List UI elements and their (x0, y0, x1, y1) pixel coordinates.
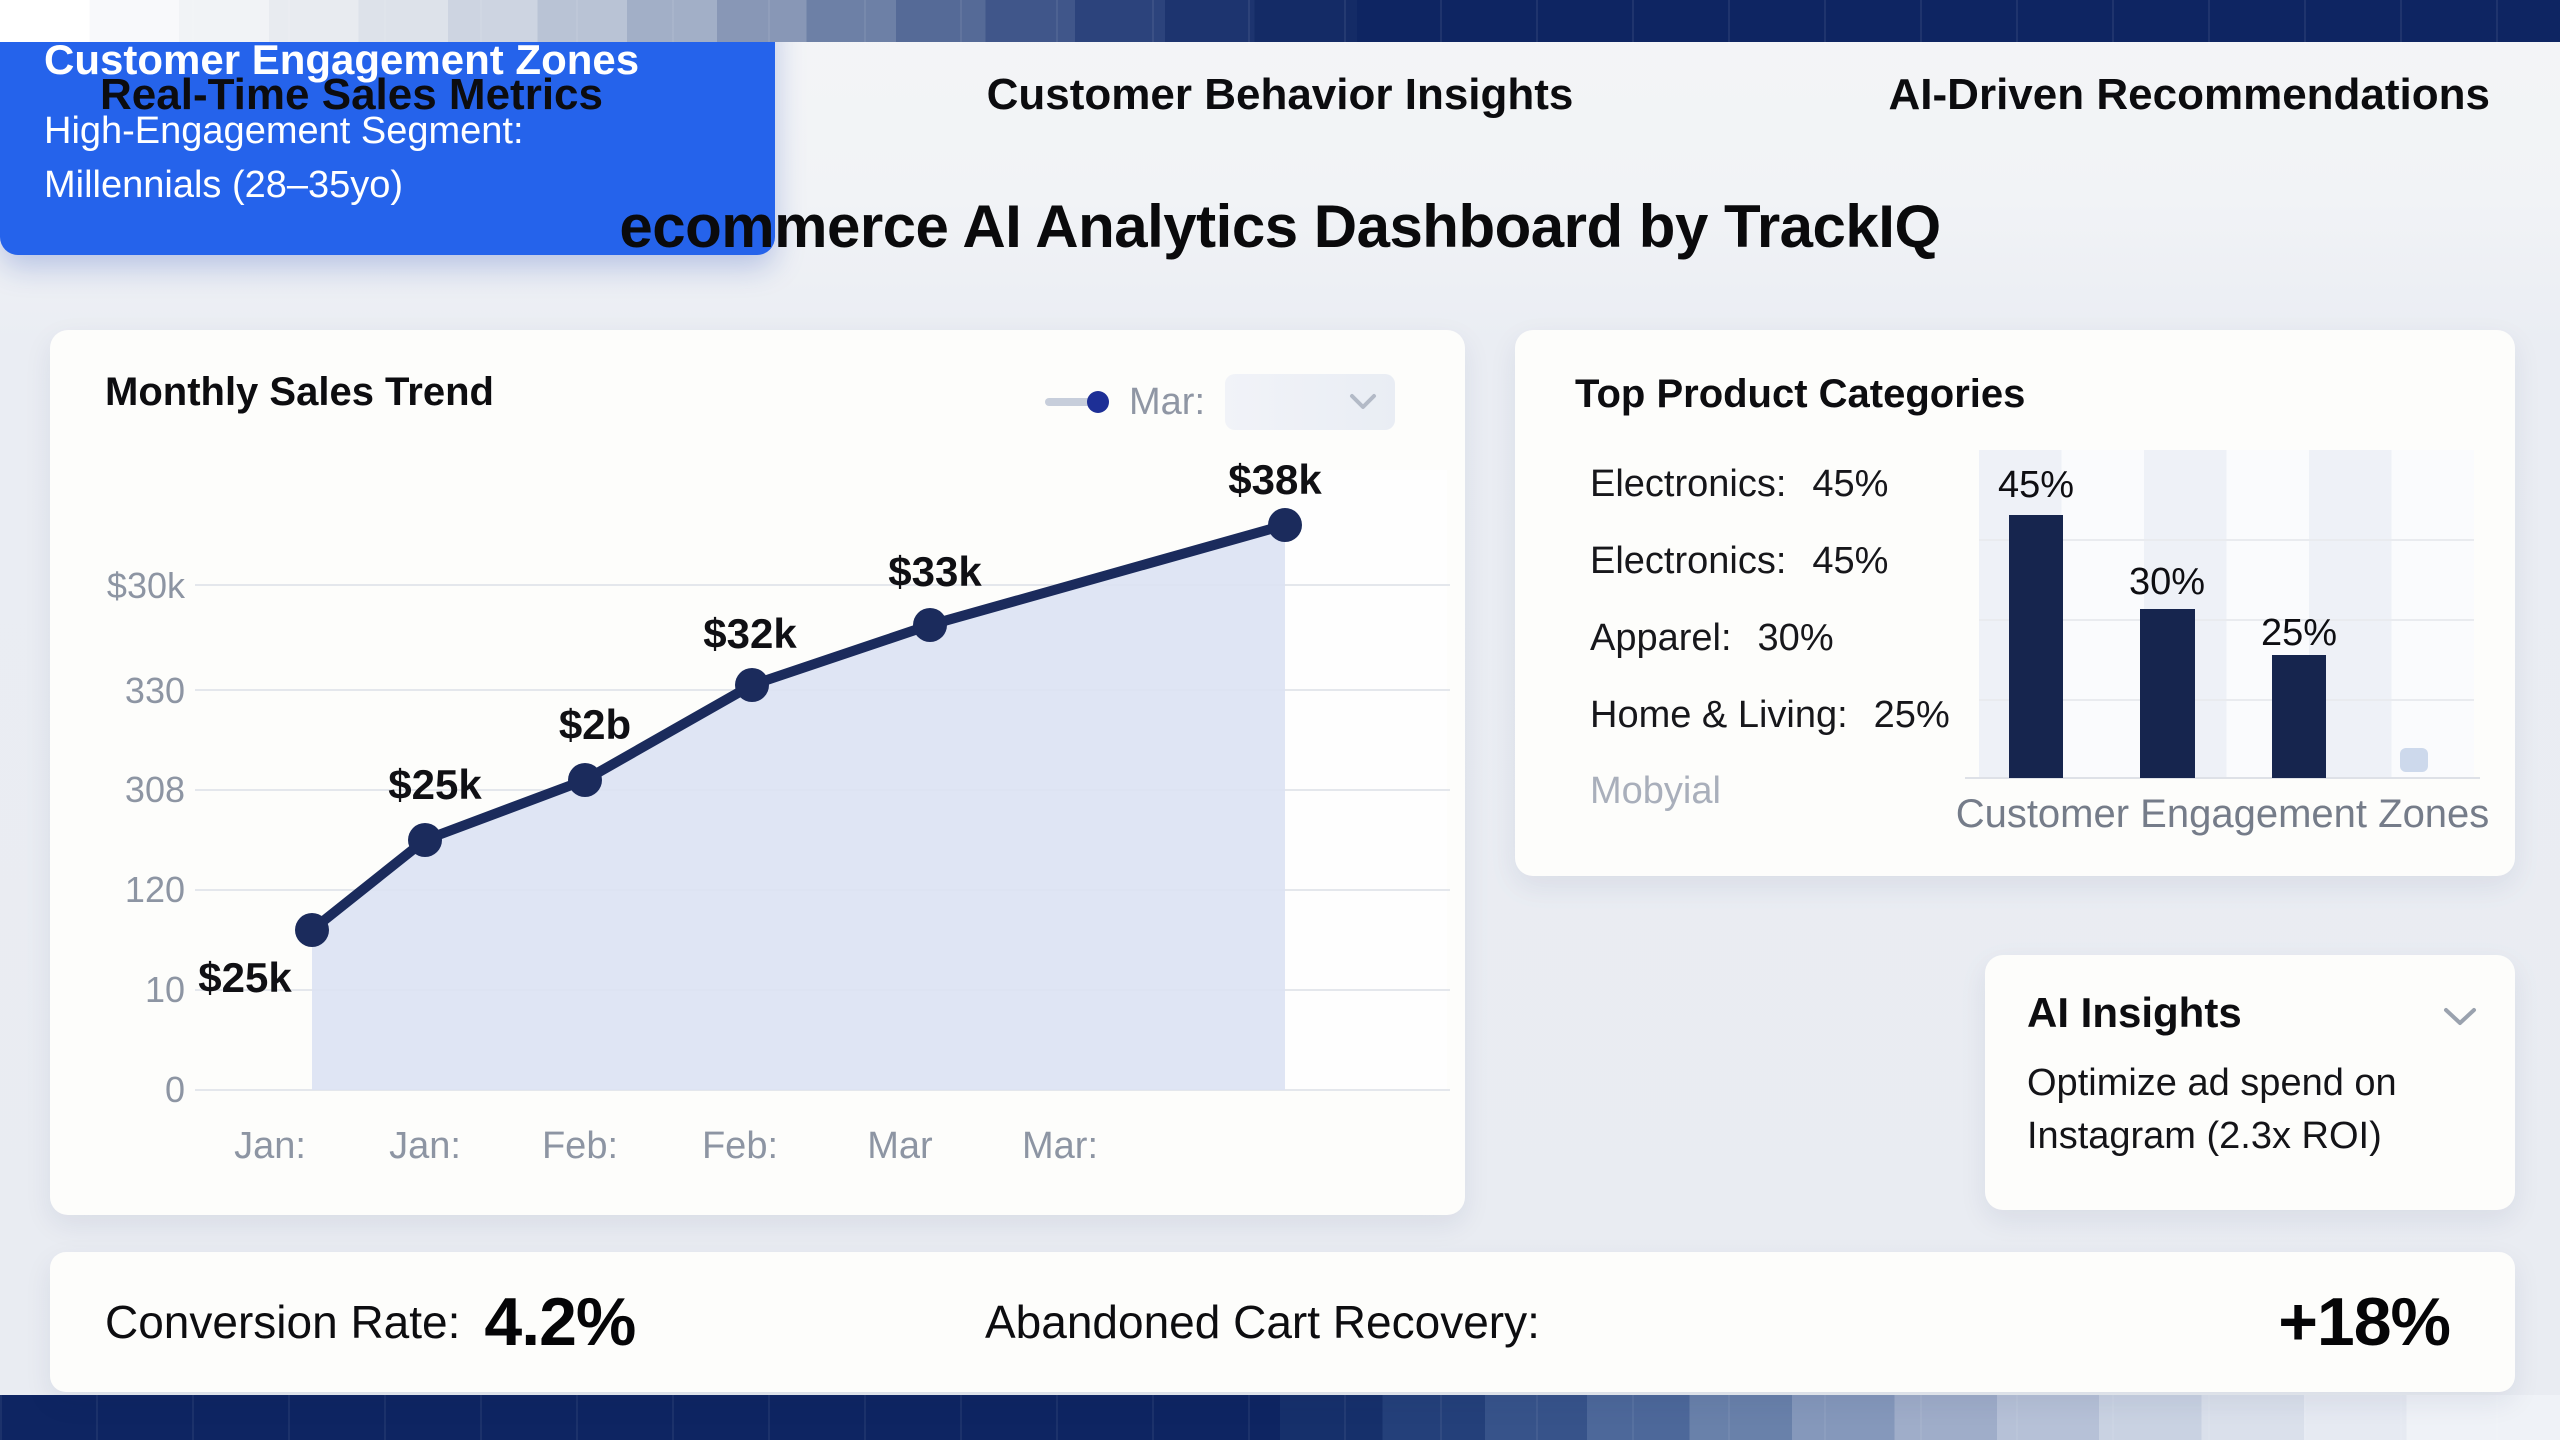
x-tick: Jan: (389, 1125, 461, 1167)
sales-line (307, 520, 1290, 935)
point-label: $38k (1228, 456, 1322, 503)
point-label: $32k (703, 610, 797, 657)
chevron-down-icon[interactable] (2443, 1007, 2477, 1027)
cart-recovery-value: +18% (2278, 1284, 2451, 1360)
ai-insights-body: Optimize ad spend on Instagram (2.3x ROI… (2027, 1057, 2397, 1163)
ai-insights-title: AI Insights (2027, 989, 2242, 1036)
y-tick: 120 (125, 869, 185, 910)
category-label: Home & Living: (1590, 694, 1848, 736)
footer-metrics-bar: Conversion Rate: 4.2% Abandoned Cart Rec… (50, 1252, 2515, 1392)
conversion-rate-label: Conversion Rate: (105, 1296, 461, 1348)
engagement-zones-card: Customer Engagement Zones High-Engagemen… (0, 0, 775, 255)
nav-item-sales-metrics[interactable]: Real-Time Sales Metrics (100, 70, 603, 119)
top-categories-card: Top Product Categories Electronics: 45% E… (1515, 330, 2515, 876)
category-value: 30% (1757, 617, 1834, 659)
month-select-dropdown[interactable] (1225, 374, 1395, 430)
bar-home-living (2272, 655, 2326, 778)
bar-electronics (2009, 515, 2063, 778)
x-tick: Mar (867, 1125, 933, 1167)
category-list-item: Home & Living: 25% (1590, 691, 1950, 739)
sales-card-title: Monthly Sales Trend (105, 370, 494, 414)
conversion-rate-value: 4.2% (484, 1284, 636, 1360)
y-tick: $30k (107, 565, 186, 606)
nav-item-behavior-insights[interactable]: Customer Behavior Insights (986, 70, 1574, 119)
category-list-item: Electronics: 45% (1590, 460, 1950, 508)
category-label: Electronics: (1590, 463, 1787, 505)
legend-label: Mar: (1129, 380, 1205, 423)
conversion-rate-metric: Conversion Rate: 4.2% (105, 1252, 636, 1392)
bar-label: 30% (2129, 561, 2205, 603)
category-value: 45% (1812, 463, 1889, 505)
ai-insights-line2: Instagram (2.3x ROI) (2027, 1115, 2382, 1157)
corner-widget-icon (2400, 748, 2428, 772)
engagement-bar-chart: 45% 30% 25% (1965, 450, 2480, 779)
point-label: $25k (198, 954, 292, 1001)
page-title: ecommerce AI Analytics Dashboard by Trac… (619, 193, 1941, 260)
category-list-item: Apparel: 30% (1590, 614, 1950, 662)
sales-line-chart: $30k 330 308 120 10 0 Jan: Jan: Feb: Feb… (107, 456, 1450, 1167)
x-tick: Jan: (234, 1125, 306, 1167)
bar-labels: 45% 30% 25% (1998, 464, 2337, 654)
point-label: $25k (388, 761, 482, 808)
bar-label: 25% (2261, 612, 2337, 654)
point-label: $33k (888, 548, 982, 595)
legend-series-marker-icon (1045, 391, 1109, 413)
top-gradient-strip (0, 0, 2560, 42)
category-value: 45% (1812, 540, 1889, 582)
chart-legend: Mar: (1045, 374, 1395, 430)
cart-recovery-value-group: +18% (2278, 1252, 2451, 1392)
y-tick: 330 (125, 670, 185, 711)
category-value: 25% (1873, 694, 1950, 736)
y-axis-ticks: $30k 330 308 120 10 0 (107, 565, 186, 1110)
y-tick: 0 (165, 1069, 185, 1110)
category-label: Apparel: (1590, 617, 1732, 659)
ai-insights-line1: Optimize ad spend on (2027, 1062, 2397, 1104)
category-list-item: Electronics: 45% (1590, 537, 1950, 585)
category-footnote: Mobyial (1590, 770, 1721, 812)
y-tick: 308 (125, 769, 185, 810)
bar-label: 45% (1998, 464, 2074, 506)
line-area-fill (312, 525, 1285, 1090)
point-label: $2b (559, 701, 631, 748)
bars (2009, 515, 2326, 778)
category-list: Electronics: 45% Electronics: 45% Apparel:… (1590, 460, 1950, 739)
x-tick: Feb: (542, 1125, 618, 1167)
cart-recovery-metric: Abandoned Cart Recovery: (985, 1252, 1540, 1392)
point-labels: $25k $25k $2b $32k $33k $38k (198, 456, 1322, 1001)
engagement-card-title: Customer Engagement Zones (44, 36, 640, 83)
category-label: Electronics: (1590, 540, 1787, 582)
nav-item-ai-recommendations[interactable]: AI-Driven Recommendations (1888, 70, 2490, 119)
bar-chart-caption: Customer Engagement Zones (1955, 792, 2490, 836)
top-nav: Real-Time Sales Metrics Customer Behavio… (0, 70, 2560, 136)
sales-trend-card: $30k 330 308 120 10 0 Jan: Jan: Feb: Feb… (50, 330, 1465, 1215)
engagement-line1: High-Engagement Segment: (44, 110, 524, 152)
x-axis-ticks: Jan: Jan: Feb: Feb: Mar Mar: (234, 1125, 1098, 1167)
ai-insights-card: AI Insights Optimize ad spend on Instagr… (1985, 955, 2515, 1210)
categories-card-title: Top Product Categories (1575, 372, 2026, 416)
x-tick: Feb: (702, 1125, 778, 1167)
bar-apparel (2140, 609, 2195, 778)
chevron-down-icon (1350, 394, 1376, 409)
cart-recovery-label: Abandoned Cart Recovery: (985, 1296, 1540, 1348)
engagement-line2: Millennials (28–35yo) (44, 164, 404, 206)
engagement-card-body: High-Engagement Segment: Millennials (28… (44, 104, 524, 212)
x-tick: Mar: (1022, 1125, 1098, 1167)
y-tick: 10 (145, 969, 185, 1010)
bottom-gradient-strip (0, 1395, 2560, 1440)
data-points (295, 508, 1302, 947)
